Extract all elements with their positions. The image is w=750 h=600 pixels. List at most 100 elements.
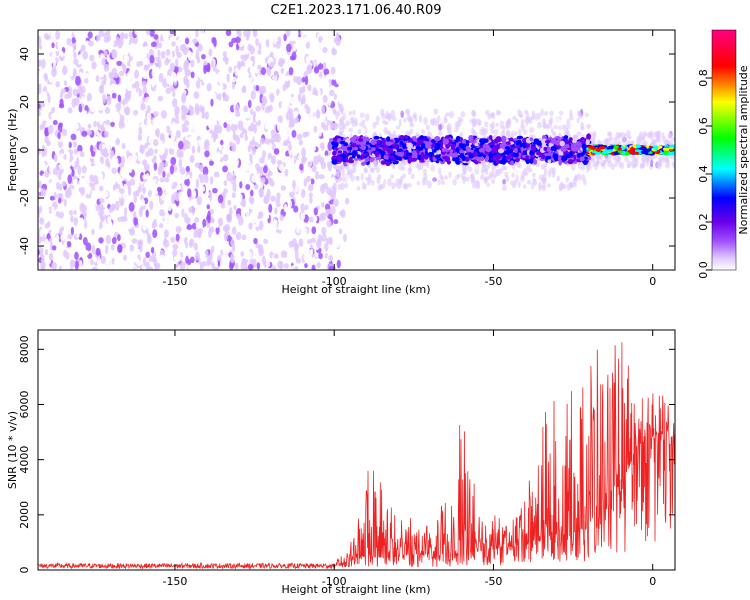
spectrogram-cell [75,133,81,140]
spectrogram-cell [85,197,91,206]
spectrogram-cell [324,203,331,211]
spectrogram-cell [488,135,493,140]
spectrogram-cell [317,164,322,174]
spectrogram-cell [136,175,141,181]
spectrogram-cell [55,64,62,72]
spectrogram-cell [426,162,430,169]
spectrogram-cell [146,118,150,129]
spectrogram-cell [80,85,86,94]
spectrogram-cell [244,134,249,142]
spectrogram-cell [325,195,332,202]
spectrogram-cell [335,36,341,47]
spectrogram-cell [158,72,164,83]
spectrogram-cell [301,77,306,83]
spectrogram-cell [471,183,476,189]
spectrogram-cell [156,128,160,138]
spectrogram-cell [333,219,339,225]
spectrogram-cell [529,137,534,142]
spectrogram-cell [182,248,186,259]
spectrogram-cell [484,109,490,116]
spectrogram-cell [192,139,199,145]
spectrogram-cell [583,179,587,186]
spectrogram-cell [92,175,99,184]
spectrogram-cell [38,71,43,79]
spectrogram-cell [160,110,167,119]
spectrogram-cell [149,55,155,64]
spectrogram-cell [249,189,254,197]
spectrogram-cell [339,176,343,182]
spectrogram-cell [172,256,179,265]
spectrogram-cell [350,144,355,148]
spectrogram-cell [51,91,55,101]
spectrogram-cell [295,30,299,38]
spectrogram-cell [109,227,115,238]
spectrogram-cell [85,242,92,252]
spectrogram-cell [181,243,186,251]
spectrogram-cell [152,117,158,128]
spectrogram-cell [217,177,223,184]
spectrogram-cell [602,132,607,138]
spectrogram-cell [208,145,215,155]
spectrogram-cell [181,221,188,229]
spectrogram-cell [326,219,332,228]
spectrogram-cell [329,205,336,215]
spectrogram-cell [276,159,283,166]
spectrogram-cell [138,126,143,135]
spectrogram-cell [104,124,111,132]
spectrogram-cell [120,155,125,165]
spectrogram-cell [662,135,667,144]
spectrogram-cell [505,129,511,137]
spectrogram-cell [147,266,154,270]
spectrogram-cell [631,134,635,142]
spectrogram-cell [345,69,351,76]
spectrogram-cell [61,172,67,182]
spectrogram-cell [170,156,177,166]
spectrogram-cell [356,175,360,182]
spectrogram-cell [104,175,109,186]
spectrogram-cell [307,161,312,168]
spectrogram-cell [492,145,498,150]
spectrogram-cell [420,158,425,163]
spectrogram-cell [124,33,129,40]
spectrogram-cell [618,161,622,168]
spectrogram-cell [84,78,89,84]
spectrogram-cell [288,199,293,208]
spectrogram-cell [58,74,63,83]
spectrogram-cell [158,233,165,242]
spectrogram-cell [270,195,276,202]
spectrogram-cell [218,84,224,91]
spectrogram-cell [258,42,262,50]
spectrogram-cell [151,100,156,109]
spectrogram-cell [105,234,112,245]
spectrogram-cell [41,162,47,170]
spectrogram-cell [240,66,247,75]
spectrogram-cell [519,110,523,118]
spectrogram-cell [184,197,189,205]
spectrogram-cell [212,187,218,194]
spectrogram-cell [251,174,258,183]
spectrogram-cell [399,135,405,140]
spectrogram-cell [60,234,65,242]
spectrogram-cell [280,250,287,258]
spectrogram-cell [85,140,91,151]
spectrogram-cell [316,54,321,65]
spectrogram-cell [49,195,55,201]
spectrogram-cell [224,56,229,65]
spectrogram-cell [336,171,340,179]
spectrogram-cell [72,67,77,78]
spectrogram-cell [142,256,147,266]
spectrogram-cell [254,77,259,87]
spectrogram-cell [351,181,356,190]
spectrogram-cell [288,60,294,68]
spectrogram-cell [90,259,94,266]
spectrogram-cell [280,30,285,40]
spectrogram-cell [569,109,573,117]
spectrogram-cell [430,164,435,172]
spectrogram-cell [322,130,329,139]
spectrogram-cell [220,202,226,209]
spectrogram-cell [124,169,129,177]
spectrogram-cell [569,114,574,121]
spectrogram-cell [553,125,559,130]
spectrogram-cell [344,182,349,189]
spectrogram-cell [72,178,78,186]
